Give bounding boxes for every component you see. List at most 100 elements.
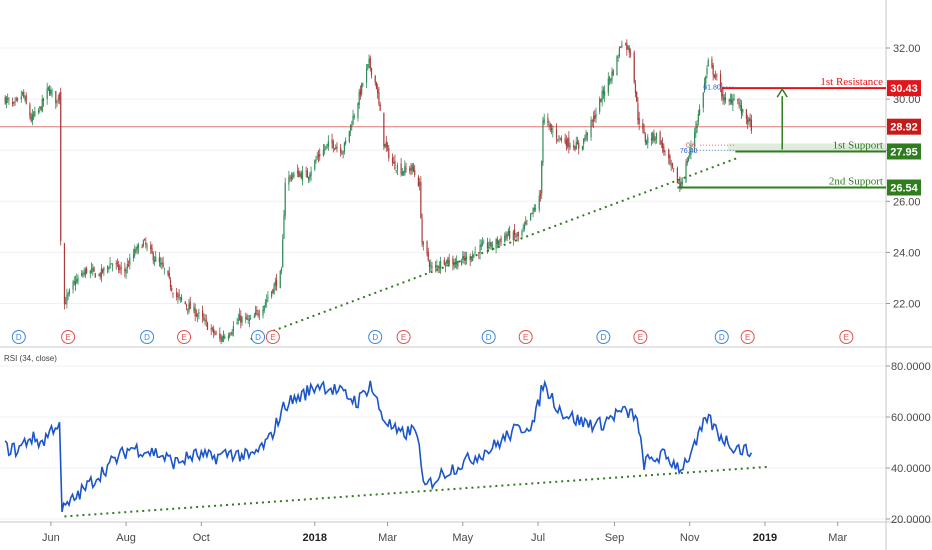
candle-body — [357, 103, 359, 119]
candle-body — [585, 132, 587, 139]
time-axis[interactable]: Jun Aug Oct 2018 Mar May Jul Sep Nov 2019 Mar — [42, 522, 848, 544]
candle-body — [474, 251, 476, 253]
earnings-marker[interactable]: E — [740, 330, 755, 344]
candle-body — [417, 176, 419, 187]
candle-body — [374, 75, 376, 83]
candle-body — [690, 144, 692, 155]
dividend-marker[interactable]: D — [368, 330, 383, 344]
rsi-axis[interactable]: 20.0000 40.0000 60.0000 80.0000 — [886, 361, 931, 526]
earnings-marker[interactable]: E — [265, 330, 280, 344]
candle-body — [74, 281, 77, 285]
candle-body — [448, 259, 450, 265]
earnings-marker[interactable]: E — [396, 330, 411, 344]
candle-body — [65, 302, 67, 305]
time-tick-label: Nov — [680, 532, 700, 544]
candle-body — [547, 117, 549, 124]
earnings-marker[interactable]: E — [633, 330, 648, 344]
candle-body — [420, 181, 422, 218]
candle-body — [696, 123, 698, 128]
candle-body — [94, 273, 96, 278]
candle-body — [137, 244, 140, 248]
candle-body — [257, 312, 259, 315]
candle-body — [246, 315, 248, 320]
price-candles — [4, 39, 752, 345]
price-tag-box — [887, 80, 921, 97]
event-circle — [368, 330, 383, 344]
candle-body — [749, 118, 751, 122]
candle-body — [405, 168, 407, 170]
candle-body — [102, 268, 104, 273]
candle-body — [457, 260, 459, 267]
candle-body — [301, 171, 304, 181]
candle-body — [679, 181, 681, 187]
event-circle — [740, 330, 755, 344]
earnings-marker[interactable]: E — [61, 330, 76, 344]
candle-body — [32, 114, 35, 116]
candle-body — [289, 175, 291, 177]
candle-body — [388, 148, 390, 159]
rsi-tick-label: 40.0000 — [891, 463, 931, 475]
candle-body — [748, 117, 750, 122]
event-letter: D — [600, 333, 606, 342]
candle-body — [221, 336, 223, 342]
candle-body — [89, 270, 91, 274]
candle-body — [489, 241, 491, 247]
candle-body — [465, 256, 468, 260]
candle-body — [324, 149, 326, 150]
candle-body — [109, 263, 111, 269]
candle-body — [119, 268, 121, 270]
event-letter: D — [255, 333, 261, 342]
candle-body — [81, 272, 83, 276]
candle-body — [90, 268, 93, 270]
candle-body — [67, 293, 69, 296]
candle-body — [576, 141, 579, 145]
time-tick-label: Mar — [828, 532, 847, 544]
dividend-marker[interactable]: D — [140, 330, 155, 344]
candle-body — [695, 126, 697, 133]
candle-body — [335, 146, 337, 150]
candle-body — [411, 164, 413, 172]
event-circle — [177, 330, 192, 344]
candle-body — [315, 159, 317, 161]
candle-body — [280, 268, 283, 272]
candle-body — [236, 322, 238, 324]
dividend-marker[interactable]: D — [481, 330, 496, 344]
candle-body — [150, 245, 152, 250]
candle-body — [155, 256, 157, 262]
candle-body — [530, 213, 532, 221]
candle-body — [660, 141, 662, 144]
candle-body — [401, 172, 403, 176]
candle-body — [629, 53, 632, 55]
dividend-marker[interactable]: D — [714, 330, 729, 344]
candle-body — [348, 130, 350, 142]
earnings-marker[interactable]: E — [518, 330, 533, 344]
candle-body — [404, 166, 406, 175]
candle-body — [29, 104, 31, 117]
candle-body — [723, 97, 725, 101]
candle-body — [141, 246, 143, 249]
candle-body — [188, 303, 190, 312]
price-tag: 26.54 — [887, 179, 921, 196]
candle-body — [739, 105, 741, 107]
candle-body — [548, 123, 550, 125]
candle-body — [305, 170, 307, 173]
candle-body — [637, 102, 639, 120]
candle-body — [534, 207, 537, 209]
earnings-marker[interactable]: E — [839, 330, 854, 344]
candle-body — [152, 252, 154, 261]
candle-body — [68, 289, 70, 294]
candle-body — [676, 168, 678, 184]
candle-body — [378, 92, 380, 104]
candle-body — [654, 138, 656, 141]
candle-body — [525, 221, 527, 225]
dividend-marker[interactable]: D — [251, 330, 266, 344]
projection-arrowhead — [776, 87, 788, 98]
earnings-marker[interactable]: E — [177, 330, 192, 344]
time-tick-label: Oct — [193, 532, 210, 544]
event-letter: E — [745, 333, 750, 342]
dividend-marker[interactable]: D — [596, 330, 611, 344]
candle-body — [505, 233, 507, 237]
dividend-marker[interactable]: D — [11, 330, 26, 344]
candle-body — [111, 264, 114, 266]
